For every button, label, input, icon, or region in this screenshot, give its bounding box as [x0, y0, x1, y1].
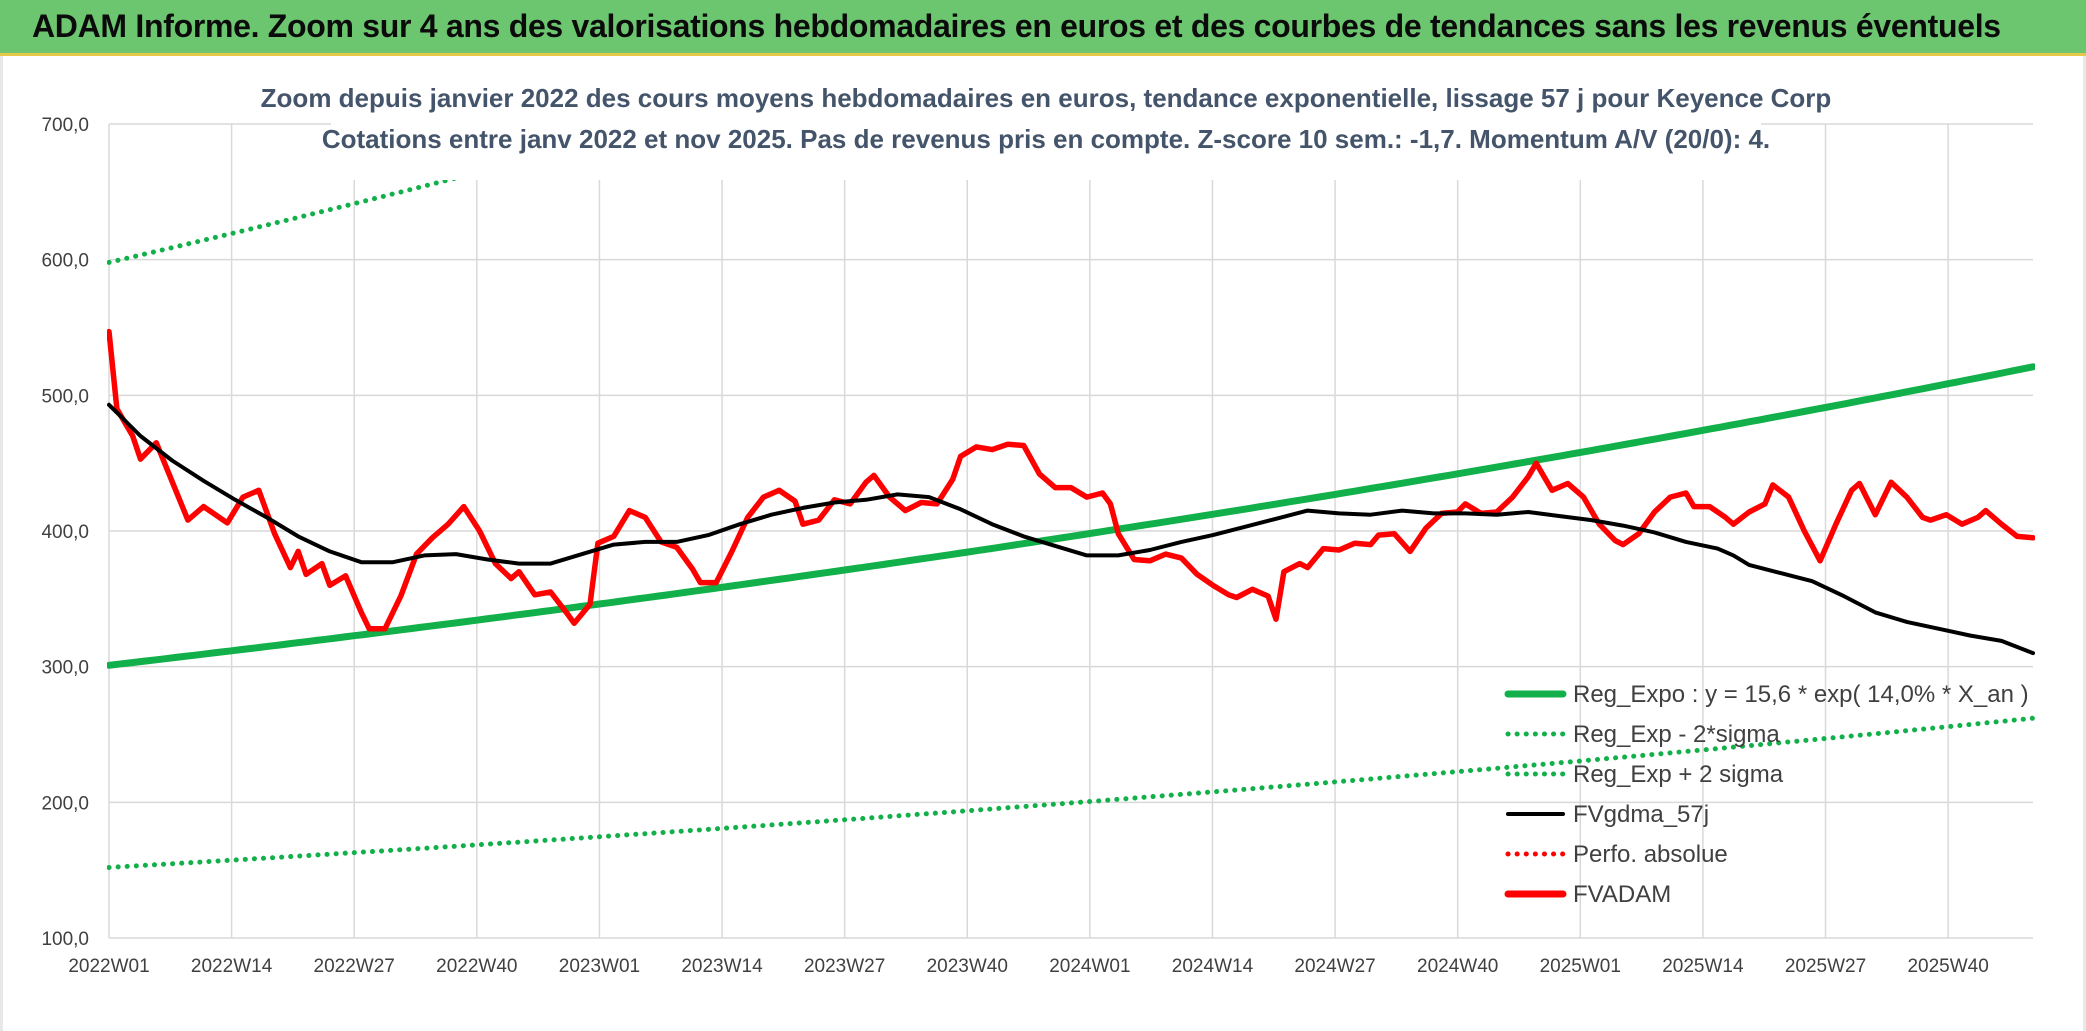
y-tick-label: 400,0 — [41, 522, 89, 543]
x-tick-label: 2023W40 — [927, 956, 1008, 977]
axis-layer: 100,0 200,0 300,0 400,0 500,0 600,0 700,0 2022W… — [41, 115, 1988, 977]
chart-canvas: Zoom depuis janvier 2022 des cours moyen… — [41, 62, 2035, 977]
series-reg-exp-plus-2sigma — [107, 124, 671, 265]
chart-title-background — [331, 62, 1761, 180]
legend-label: Reg_Expo : y = 15,6 * exp( 14,0% * X_an … — [1573, 681, 2029, 708]
x-tick-label: 2024W14 — [1172, 956, 1254, 977]
y-tick-label: 500,0 — [41, 386, 89, 407]
legend-label: Perfo. absolue — [1573, 841, 1728, 868]
legend-label: FVgdma_57j — [1573, 801, 1709, 828]
series-reg-expo — [107, 363, 2035, 669]
x-tick-label: 2024W27 — [1294, 956, 1375, 977]
x-tick-label: 2022W27 — [314, 956, 395, 977]
x-tick-label: 2025W14 — [1662, 956, 1744, 977]
x-tick-label: 2024W40 — [1417, 956, 1498, 977]
series-layer — [107, 124, 2035, 870]
chart-area: Zoom depuis janvier 2022 des cours moyen… — [0, 56, 2086, 1031]
y-tick-label: 100,0 — [41, 929, 89, 950]
series-reg-exp-minus-2sigma — [107, 715, 2035, 870]
y-tick-label: 200,0 — [41, 793, 89, 814]
x-tick-label: 2022W14 — [191, 956, 273, 977]
series-fvgdma-57j — [107, 402, 2035, 656]
legend-label: Reg_Exp - 2*sigma — [1573, 721, 1780, 748]
x-tick-label: 2025W01 — [1540, 956, 1621, 977]
y-tick-label: 600,0 — [41, 251, 89, 272]
y-tick-label: 700,0 — [41, 115, 89, 136]
x-tick-label: 2022W01 — [68, 956, 149, 977]
chart-subtitle-line-1: Zoom depuis janvier 2022 des cours moyen… — [261, 83, 1832, 113]
x-tick-label: 2025W40 — [1907, 956, 1988, 977]
y-tick-label: 300,0 — [41, 658, 89, 679]
legend-label: FVADAM — [1573, 881, 1671, 908]
x-tick-label: 2023W01 — [559, 956, 640, 977]
chart-subtitle-line-2: Cotations entre janv 2022 et nov 2025. P… — [322, 124, 1770, 154]
x-tick-label: 2023W14 — [681, 956, 763, 977]
grid-layer — [108, 123, 2033, 939]
legend-label: Reg_Exp + 2 sigma — [1573, 761, 1784, 788]
x-tick-label: 2025W27 — [1785, 956, 1866, 977]
series-fvadam — [107, 328, 2035, 632]
legend: Reg_Expo : y = 15,6 * exp( 14,0% * X_an … — [1504, 681, 2029, 908]
report-banner: ADAM Informe. Zoom sur 4 ans des valoris… — [0, 0, 2086, 56]
x-tick-label: 2022W40 — [436, 956, 517, 977]
x-tick-label: 2024W01 — [1049, 956, 1130, 977]
chart-title: Zoom depuis janvier 2022 des cours moyen… — [261, 62, 1832, 180]
report-title: ADAM Informe. Zoom sur 4 ans des valoris… — [32, 8, 2001, 44]
x-tick-label: 2023W27 — [804, 956, 885, 977]
